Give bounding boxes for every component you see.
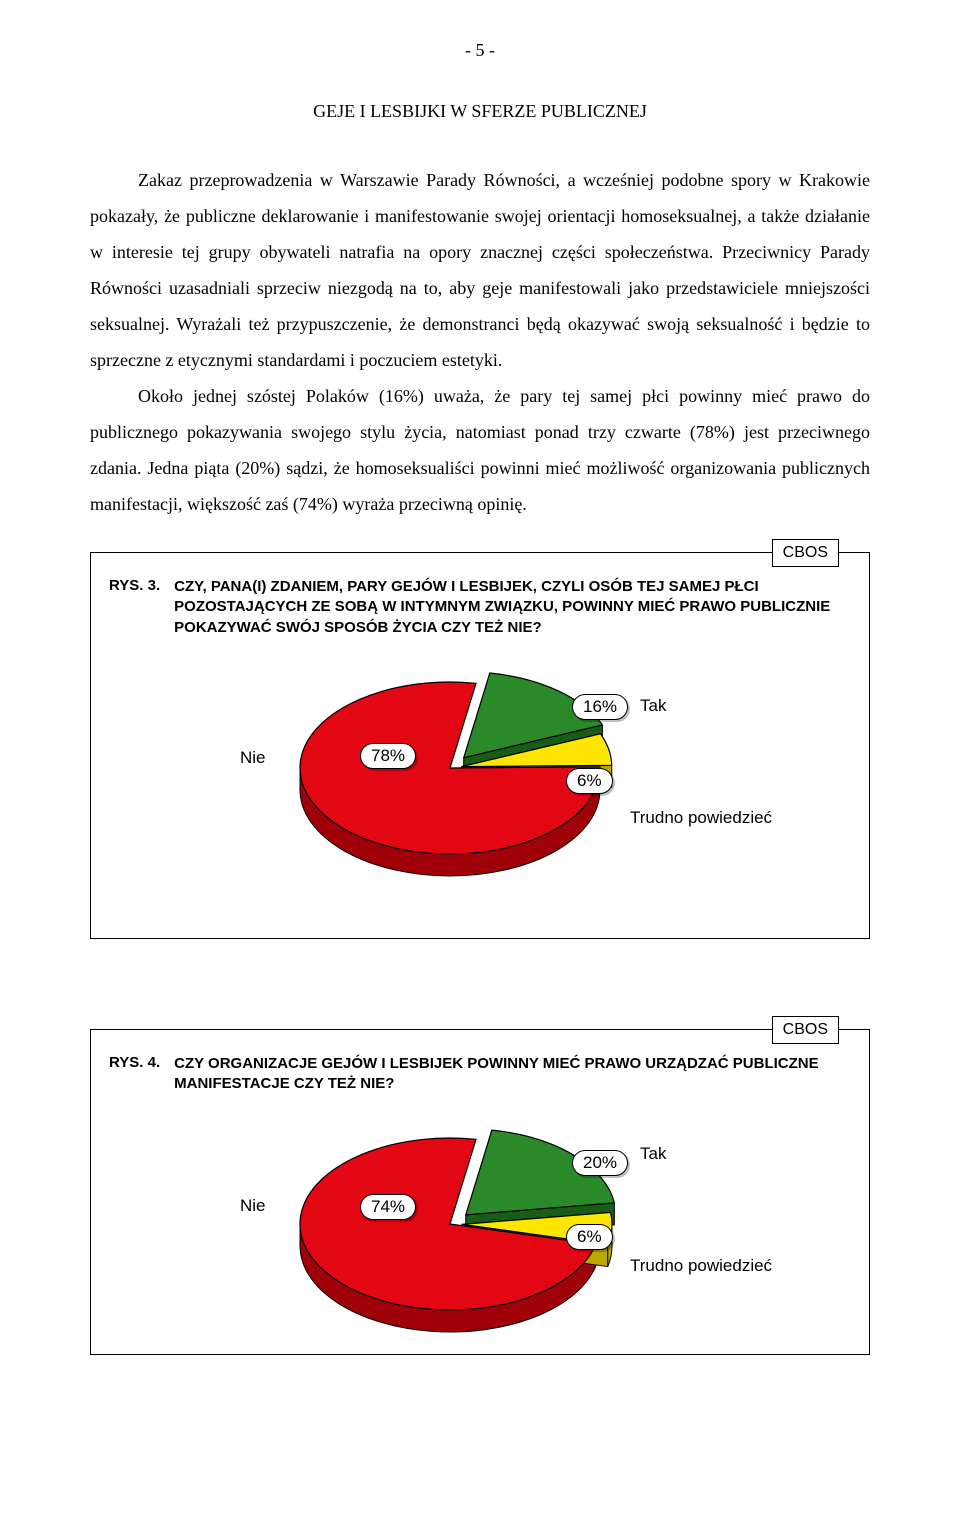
rys4-pct-tak: 20% [572,1150,628,1176]
chart-block-rys3: CBOS RYS. 3. CZY, PANA(I) ZDANIEM, PARY … [90,552,870,939]
chart-block-rys4: CBOS RYS. 4. CZY ORGANIZACJE GEJÓW I LES… [90,1029,870,1356]
rys4-chart-area: Nie Tak Trudno powiedzieć 74% 20% 6% [130,1104,830,1324]
spacer [90,939,870,999]
rys4-label-nie: Nie [240,1196,266,1216]
cbos-tag: CBOS [772,539,839,567]
rys3-pct-nie: 78% [360,743,416,769]
rys4-header: RYS. 4. CZY ORGANIZACJE GEJÓW I LESBIJEK… [109,1054,851,1095]
rys3-label: RYS. 3. [109,577,160,594]
rys3-chart-area: Nie Tak Trudno powiedzieć 78% 16% 6% [130,648,830,908]
rys3-label-tak: Tak [640,696,666,716]
rys4-pct-trudno: 6% [566,1224,613,1250]
rys4-pct-nie: 74% [360,1194,416,1220]
rys3-header: RYS. 3. CZY, PANA(I) ZDANIEM, PARY GEJÓW… [109,577,851,638]
paragraph-1: Zakaz przeprowadzenia w Warszawie Parady… [90,162,870,378]
rys3-label-nie: Nie [240,748,266,768]
cbos-tag: CBOS [772,1016,839,1044]
page-number: - 5 - [90,40,870,61]
rys4-label: RYS. 4. [109,1054,160,1071]
section-title: GEJE I LESBIJKI W SFERZE PUBLICZNEJ [90,101,870,122]
document-page: - 5 - GEJE I LESBIJKI W SFERZE PUBLICZNE… [0,0,960,1415]
rys3-pct-tak: 16% [572,694,628,720]
rys4-label-tak: Tak [640,1144,666,1164]
rys4-label-trudno: Trudno powiedzieć [630,1256,772,1276]
rys3-pct-trudno: 6% [566,768,613,794]
rys4-question: CZY ORGANIZACJE GEJÓW I LESBIJEK POWINNY… [174,1054,851,1095]
rys3-label-trudno: Trudno powiedzieć [630,808,772,828]
paragraph-2: Około jednej szóstej Polaków (16%) uważa… [90,378,870,522]
rys3-question: CZY, PANA(I) ZDANIEM, PARY GEJÓW I LESBI… [174,577,851,638]
